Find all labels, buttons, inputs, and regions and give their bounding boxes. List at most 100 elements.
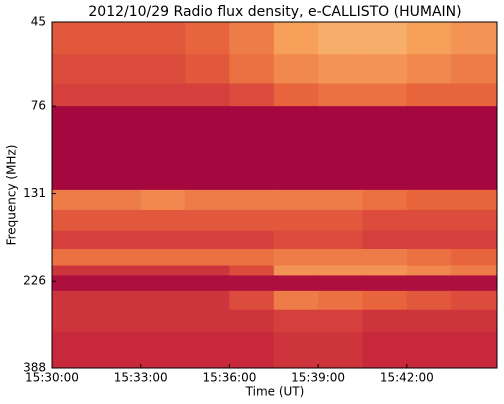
heatmap-cell [96, 265, 142, 276]
heatmap-cell [451, 54, 498, 85]
y-tick-label: 131 [23, 186, 46, 200]
heatmap-cell [406, 209, 452, 232]
heatmap-cell [273, 106, 319, 191]
x-tick-label: 15:36:00 [202, 371, 256, 385]
heatmap-cell [362, 290, 408, 311]
heatmap-cell [185, 265, 230, 276]
heatmap-cell [273, 309, 319, 333]
heatmap-cell [318, 309, 363, 333]
heatmap-cell [318, 265, 363, 276]
heatmap-cell [451, 83, 498, 107]
heatmap-cell [96, 249, 142, 267]
heatmap-cell [140, 230, 186, 250]
heatmap-cell [318, 22, 363, 55]
x-tick-label: 15:33:00 [114, 371, 168, 385]
x-tick-label: 15:39:00 [291, 371, 345, 385]
heatmap-cell [96, 331, 142, 369]
y-axis-label: Frequency (MHz) [5, 145, 19, 246]
heatmap-cell [96, 275, 142, 292]
heatmap-cell [362, 265, 408, 276]
heatmap-cell [96, 189, 142, 211]
heatmap-cell [96, 230, 142, 250]
heatmap-cell [185, 54, 230, 85]
heatmap-cell [229, 22, 275, 55]
heatmap-cell [52, 189, 97, 211]
chart-title: 2012/10/29 Radio flux density, e-CALLIST… [88, 4, 461, 20]
heatmap-cell [185, 249, 230, 267]
heatmap-cell [318, 290, 363, 311]
heatmap-cell [140, 22, 186, 55]
heatmap-cell [140, 309, 186, 333]
heatmap-cell [362, 309, 408, 333]
heatmap-cell [451, 309, 498, 333]
heatmap-cell [52, 83, 97, 107]
x-tick-label: 15:30:00 [25, 371, 79, 385]
heatmap-cell [451, 290, 498, 311]
heatmap-cell [451, 230, 498, 250]
heatmap-cell [451, 209, 498, 232]
heatmap-cell [273, 22, 319, 55]
heatmap-cell [52, 209, 97, 232]
heatmap-cell [273, 265, 319, 276]
heatmap-cell [140, 189, 186, 211]
heatmap-cell [229, 249, 275, 267]
heatmap-cell [52, 290, 97, 311]
heatmap-cell [362, 83, 408, 107]
heatmap-cell [362, 230, 408, 250]
heatmap-cell [406, 83, 452, 107]
heatmap-cell [273, 54, 319, 85]
heatmap-cell [273, 209, 319, 232]
heatmap-cell [273, 331, 319, 369]
heatmap-cell [318, 249, 363, 267]
heatmap-cell [451, 22, 498, 55]
heatmap-cell [318, 209, 363, 232]
heatmap-cell [229, 290, 275, 311]
heatmap-cell [451, 275, 498, 292]
heatmap-cell [52, 331, 97, 369]
heatmap-cell [229, 275, 275, 292]
heatmap-cell [229, 189, 275, 211]
heatmap-cell [140, 331, 186, 369]
heatmap-cell [140, 265, 186, 276]
heatmap-cell [229, 209, 275, 232]
heatmap-cell [52, 54, 97, 85]
heatmap-cell [140, 249, 186, 267]
heatmap-cell [52, 106, 97, 191]
y-tick-label: 45 [31, 15, 46, 29]
heatmap-cell [140, 209, 186, 232]
heatmap-cell [96, 83, 142, 107]
heatmap-cell [273, 249, 319, 267]
heatmap-cell [362, 275, 408, 292]
heatmap-cell [185, 83, 230, 107]
heatmap-cell [185, 22, 230, 55]
x-axis-label: Time (UT) [245, 385, 305, 399]
heatmap-cell [362, 106, 408, 191]
heatmap-cell [406, 249, 452, 267]
heatmap-cell [362, 54, 408, 85]
heatmap-cell [96, 54, 142, 85]
heatmap-cell [185, 189, 230, 211]
heatmap-cell [406, 22, 452, 55]
x-tick-label: 15:42:00 [380, 371, 434, 385]
heatmap-cell [229, 309, 275, 333]
heatmap-cell [406, 189, 452, 211]
heatmap-cell [406, 309, 452, 333]
heatmap-cell [273, 290, 319, 311]
heatmap-cell [185, 209, 230, 232]
heatmap-cell [96, 309, 142, 333]
y-tick-label: 226 [23, 274, 46, 288]
heatmap-cell [185, 230, 230, 250]
heatmap-cell [96, 106, 142, 191]
heatmap-cell [185, 275, 230, 292]
heatmap-cell [96, 290, 142, 311]
heatmap-cell [451, 331, 498, 369]
heatmap-cell [140, 106, 186, 191]
heatmap-cell [273, 275, 319, 292]
heatmap-cell [140, 83, 186, 107]
heatmap-cell [52, 249, 97, 267]
heatmap-cell [140, 275, 186, 292]
heatmap-cell [140, 290, 186, 311]
heatmap-cell [229, 106, 275, 191]
y-tick-label: 388 [23, 361, 46, 375]
